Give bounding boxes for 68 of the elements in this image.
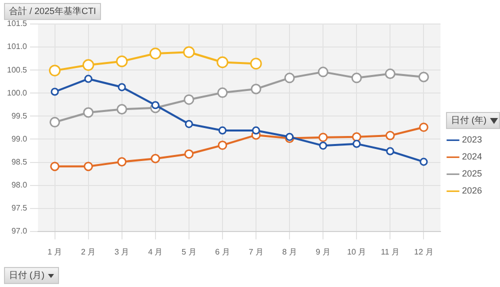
point [216,56,228,68]
point [386,130,395,140]
y-tick-label: 99.0 [11,134,28,144]
y-tick-label: 101.0 [6,42,28,52]
x-tick-label: 12 月 [414,247,434,256]
legend-label: 2024 [462,152,482,162]
y-tick-label: 98.0 [11,180,28,190]
x-tick-label: 3 月 [114,247,130,256]
x-tick-label: 8 月 [282,247,297,256]
x-tick-label: 6 月 [215,247,230,256]
point [250,84,262,94]
point [48,64,61,76]
y-tick-label: 98.5 [11,157,28,166]
legend-label: 2026 [462,186,482,196]
point [150,48,162,60]
point [418,72,429,82]
point [83,107,94,118]
point [386,147,394,156]
point [318,132,328,142]
point [250,58,262,70]
x-tick-label: 2 月 [80,247,96,256]
point [50,162,60,172]
point [217,87,228,98]
point [50,88,59,96]
point [84,74,92,83]
legend-label: 2023 [462,134,482,145]
point [420,158,428,166]
point [150,154,160,164]
legend-title: 日付 (年) [446,112,500,129]
point [218,140,228,150]
y-tick-label: 97.0 [11,226,28,236]
point [252,126,260,135]
x-tick-label: 4 月 [148,247,163,256]
point [184,94,194,105]
x-axis-title: 日付 (月) [4,267,58,284]
x-tick-label: 11 月 [380,247,400,256]
point [318,66,328,78]
y-tick-label: 101.5 [6,19,28,28]
point [118,83,126,92]
point [184,120,193,128]
point [284,72,295,84]
point [151,101,160,110]
y-tick-label: 97.5 [11,204,28,213]
point [319,142,328,150]
x-tick-label: 5 月 [182,247,196,256]
point [82,59,94,71]
point [184,149,194,159]
y-tick-label: 100.5 [6,65,28,74]
y-tick-label: 99.5 [11,111,28,120]
point [419,122,428,132]
point [218,126,227,135]
point [116,55,128,68]
point [117,157,127,166]
point [116,104,128,115]
x-tick-label: 7 月 [248,247,264,256]
point [352,140,361,148]
point [84,162,93,172]
point [352,132,362,142]
legend-label: 2025 [462,168,482,179]
point [351,72,362,84]
x-tick-label: 10 月 [347,247,366,256]
point [183,46,195,58]
point [50,116,60,128]
chart-title: 合計 / 2025年基準CTI [4,3,102,20]
x-tick-label: 1 月 [47,247,62,256]
point [384,68,396,80]
y-tick-label: 100.0 [6,88,28,98]
x-tick-label: 9 月 [316,247,330,256]
